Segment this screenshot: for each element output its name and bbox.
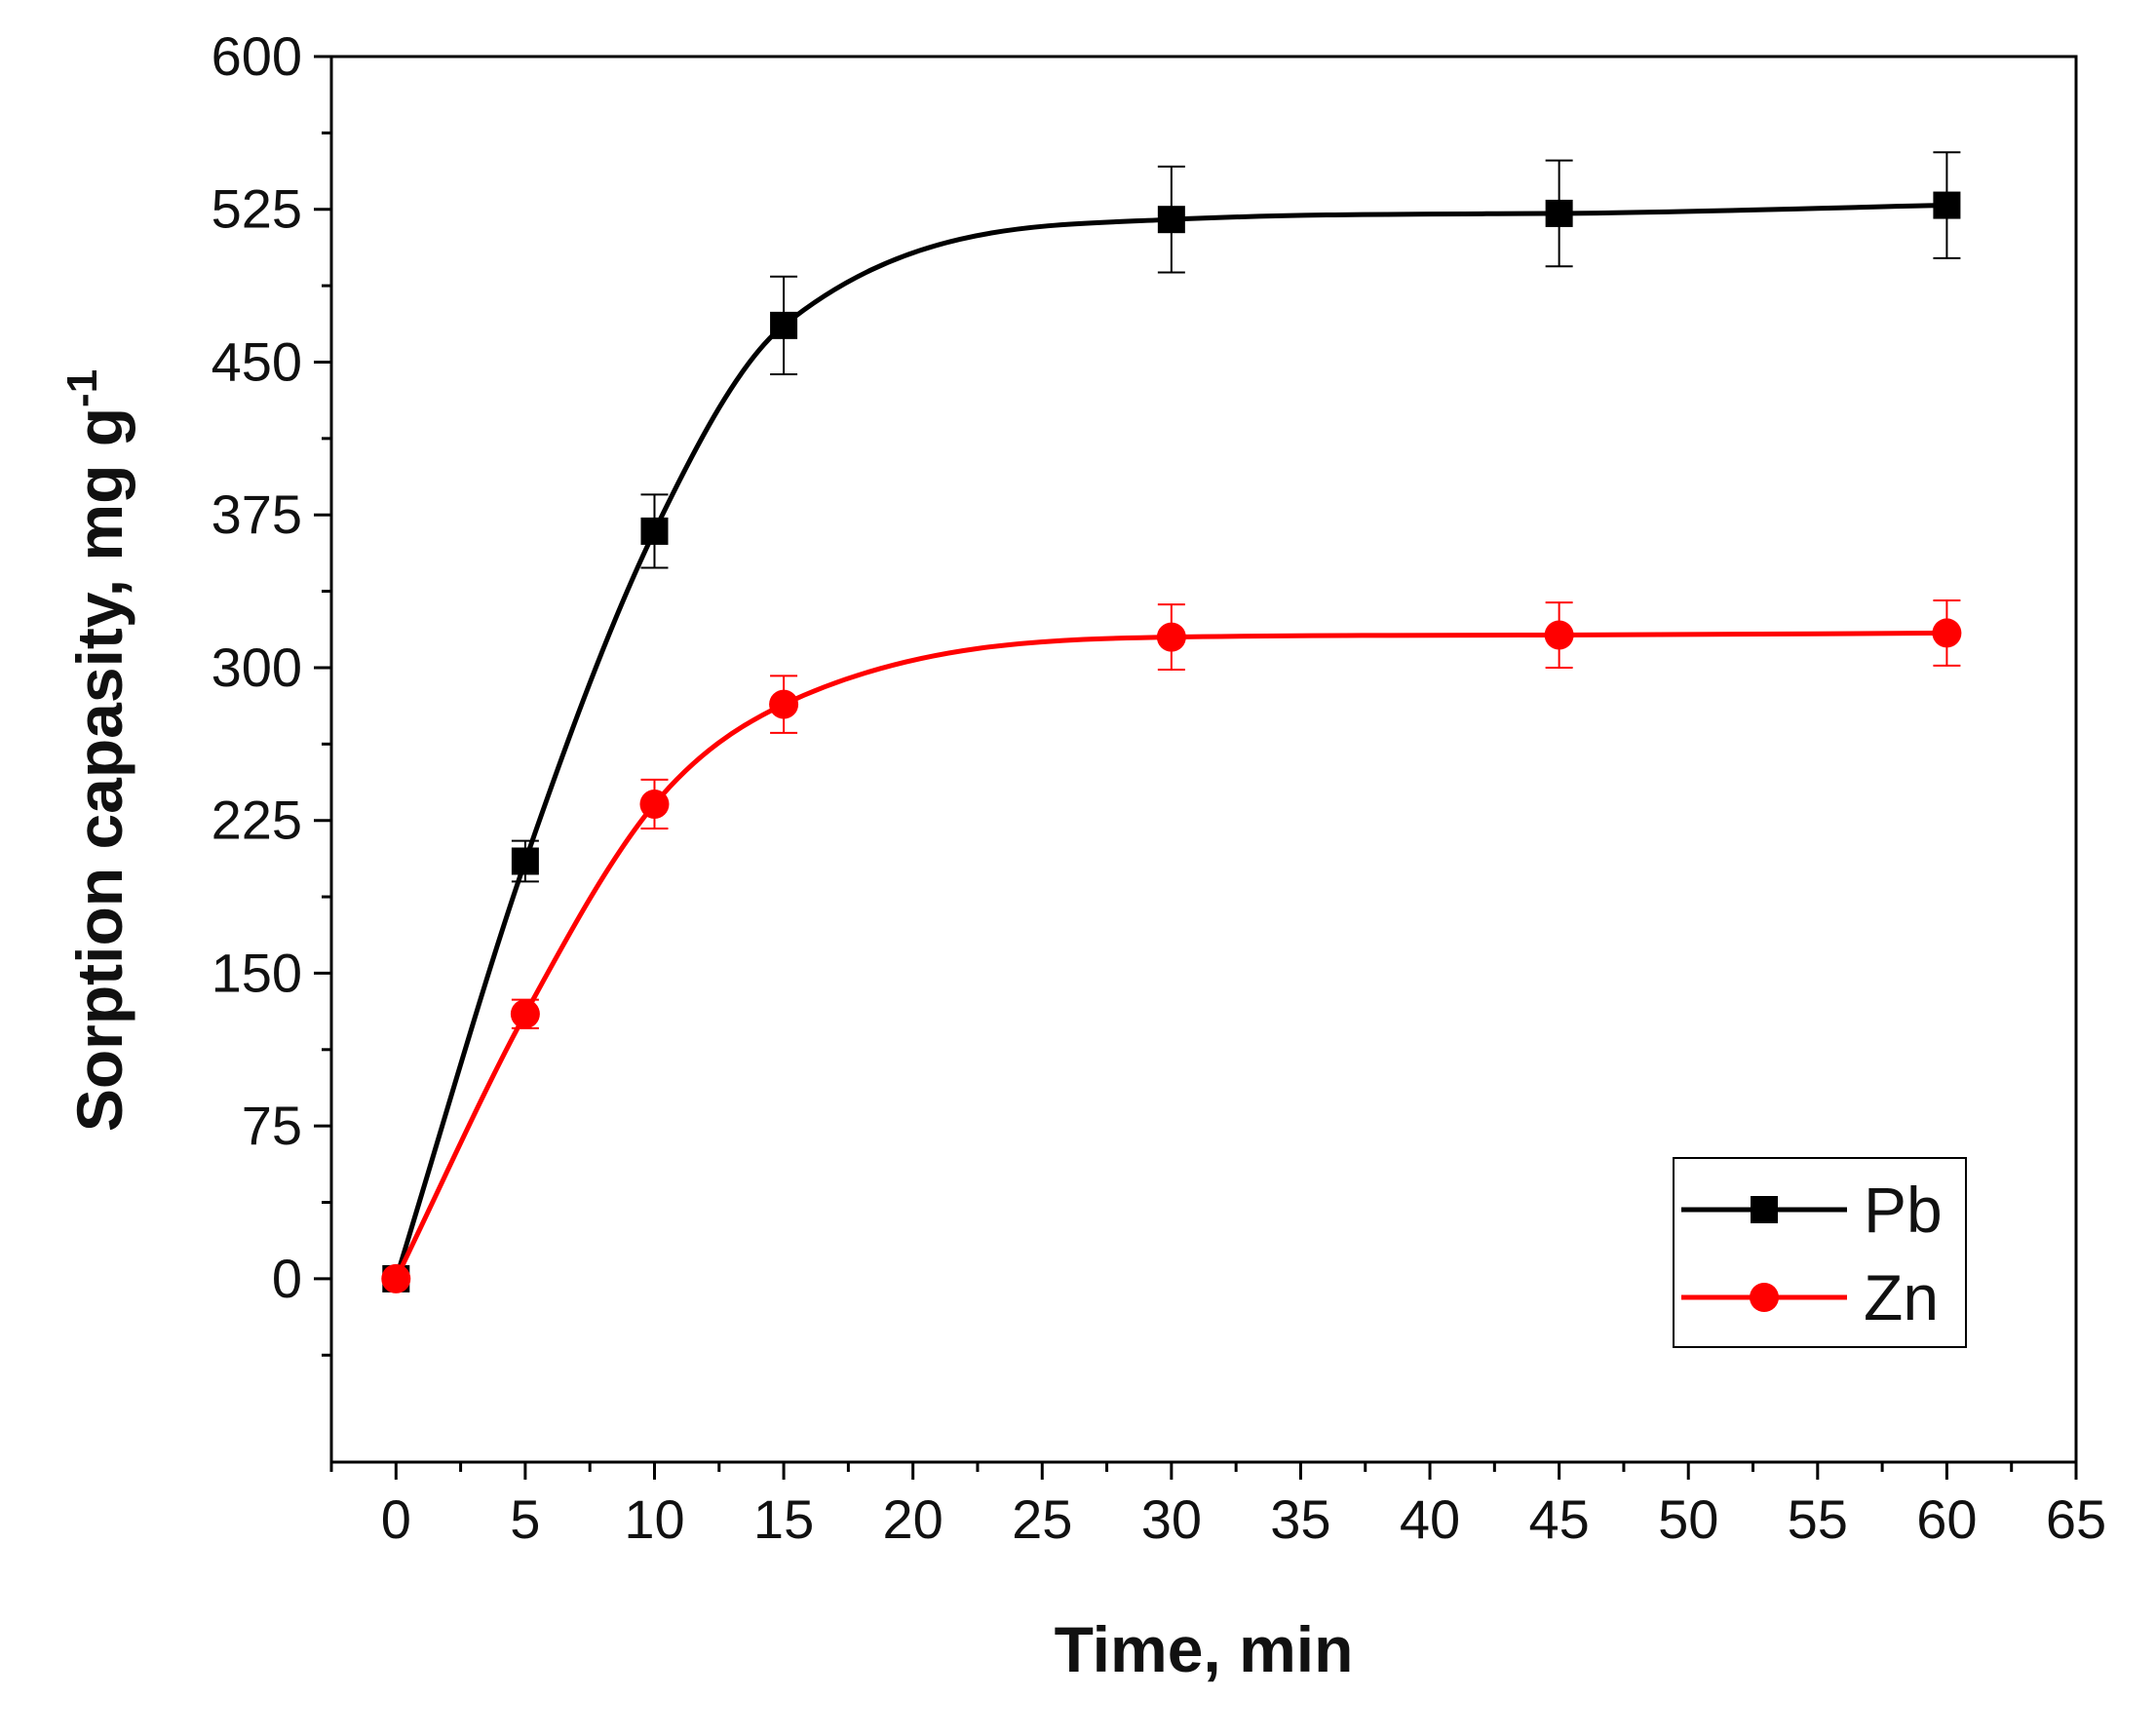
y-axis-ticks: 0 75 150 225 300 375 450 525 600 bbox=[212, 25, 331, 1357]
data-point-pb bbox=[1933, 191, 1961, 219]
y-tick-label: 375 bbox=[212, 483, 302, 545]
plot-frame bbox=[329, 55, 2078, 1464]
series-layer bbox=[381, 151, 1962, 1293]
data-point-zn bbox=[769, 689, 799, 719]
y-tick-label: 600 bbox=[212, 25, 302, 87]
legend-label-pb: Pb bbox=[1864, 1174, 1943, 1246]
x-tick-label: 65 bbox=[2046, 1488, 2106, 1550]
series-zn bbox=[381, 598, 1962, 1293]
legend-marker-zn bbox=[1750, 1283, 1779, 1312]
data-point-zn bbox=[381, 1263, 411, 1293]
x-tick-label: 0 bbox=[381, 1488, 411, 1550]
x-tick-label: 55 bbox=[1788, 1488, 1848, 1550]
y-axis-title: Sorption capasity, mg g bbox=[63, 407, 135, 1132]
data-point-zn bbox=[1932, 618, 1962, 648]
x-tick-label: 35 bbox=[1270, 1488, 1330, 1550]
y-tick-label: 450 bbox=[212, 330, 302, 392]
series-line-pb bbox=[393, 203, 1947, 1280]
y-tick-label: 225 bbox=[212, 790, 302, 851]
data-point-pb bbox=[1545, 199, 1573, 227]
legend-marker-pb bbox=[1751, 1196, 1778, 1223]
data-point-pb bbox=[640, 517, 669, 545]
x-tick-label: 30 bbox=[1141, 1488, 1202, 1550]
x-tick-label: 60 bbox=[1916, 1488, 1977, 1550]
y-tick-label: 0 bbox=[272, 1248, 302, 1309]
data-point-zn bbox=[510, 999, 540, 1029]
data-point-pb bbox=[511, 847, 539, 875]
data-point-pb bbox=[1157, 206, 1185, 234]
svg-text:Sorption capasity, mg g-1: Sorption capasity, mg g-1 bbox=[58, 369, 135, 1132]
data-point-zn bbox=[639, 789, 670, 819]
x-tick-label: 50 bbox=[1658, 1488, 1718, 1550]
data-point-pb bbox=[770, 311, 798, 339]
x-tick-label: 25 bbox=[1012, 1488, 1072, 1550]
series-pb bbox=[382, 151, 1961, 1292]
data-point-zn bbox=[1156, 622, 1186, 652]
x-axis-title: Time, min bbox=[1055, 1613, 1354, 1685]
legend-box bbox=[1673, 1157, 1967, 1348]
y-tick-label: 300 bbox=[212, 637, 302, 698]
x-tick-label: 40 bbox=[1400, 1488, 1460, 1550]
x-axis-ticks: 0 5 10 15 20 25 30 35 40 45 50 55 60 65 bbox=[329, 1462, 2106, 1550]
x-tick-label: 15 bbox=[753, 1488, 814, 1550]
y-axis-title-group: Sorption capasity, mg g-1 bbox=[58, 369, 135, 1132]
y-axis-title-superscript: -1 bbox=[58, 369, 106, 407]
data-point-zn bbox=[1544, 620, 1574, 650]
x-tick-label: 5 bbox=[510, 1488, 540, 1550]
x-tick-label: 20 bbox=[883, 1488, 943, 1550]
x-tick-label: 45 bbox=[1528, 1488, 1589, 1550]
legend-label-zn: Zn bbox=[1864, 1261, 1939, 1333]
y-tick-label: 525 bbox=[212, 178, 302, 240]
legend: Pb Zn bbox=[1673, 1157, 1967, 1348]
y-tick-label: 75 bbox=[242, 1095, 302, 1156]
y-tick-label: 150 bbox=[212, 942, 302, 1003]
x-tick-label: 10 bbox=[624, 1488, 684, 1550]
